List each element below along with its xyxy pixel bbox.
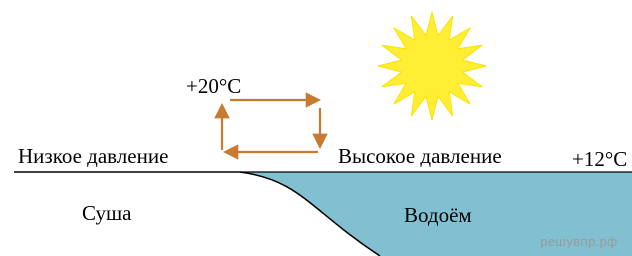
sun	[378, 12, 486, 120]
water-label: Водоём	[404, 203, 472, 227]
warm-temperature: +20°C	[186, 74, 241, 98]
watermark: решувпр.рф	[540, 235, 617, 249]
high-pressure: Высокое давление	[338, 144, 502, 168]
land-label: Суша	[82, 201, 132, 225]
air-circulation	[222, 100, 320, 152]
cool-temperature: +12°C	[572, 147, 627, 171]
low-pressure: Низкое давление	[18, 144, 168, 168]
diagram: +20°C Низкое давление Высокое давление +…	[0, 0, 632, 256]
